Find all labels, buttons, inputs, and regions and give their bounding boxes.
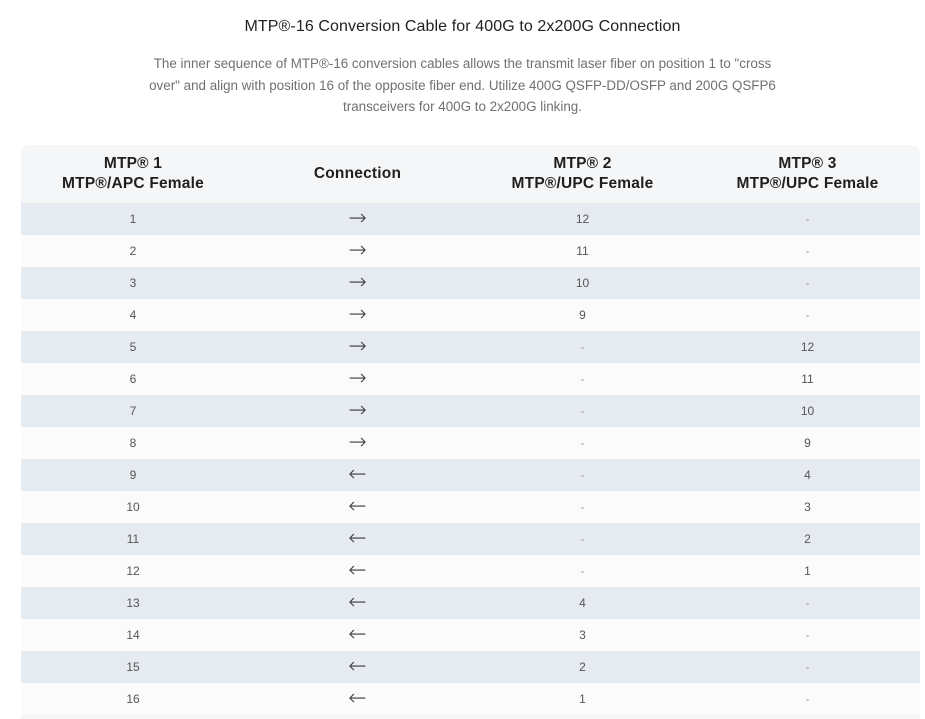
- cell-mtp3: 9: [804, 436, 811, 450]
- header-connection: Connection: [245, 164, 470, 184]
- header-mtp1: MTP® 1 MTP®/APC Female: [21, 154, 245, 194]
- cell-mtp2: 4: [579, 596, 586, 610]
- connection-arrow-icon: →: [348, 430, 367, 455]
- cell-mtp1: 12: [126, 564, 140, 578]
- connection-arrow-icon: →: [348, 302, 367, 327]
- cell-mtp1: 11: [126, 532, 140, 546]
- cell-mtp2: 1: [579, 692, 586, 706]
- cell-mtp1: 15: [126, 660, 140, 674]
- header-mtp2-subtitle: MTP®/UPC Female: [511, 175, 654, 192]
- cell-mtp1: 7: [129, 404, 137, 418]
- table-row: 6 → - 11: [21, 363, 920, 395]
- cell-mtp2: -: [580, 500, 585, 514]
- connection-arrow-icon: →: [348, 270, 367, 295]
- header-mtp3-title: MTP® 3: [778, 155, 837, 172]
- cell-mtp2: -: [580, 468, 585, 482]
- cell-mtp2: -: [580, 532, 585, 546]
- connection-arrow-icon: ←: [348, 526, 367, 551]
- cell-mtp3: 12: [800, 340, 815, 354]
- header-connection-title: Connection: [313, 165, 402, 182]
- connection-arrow-icon: →: [348, 334, 367, 359]
- header-mtp3-subtitle: MTP®/UPC Female: [736, 175, 879, 192]
- connection-arrow-icon: ←: [348, 462, 367, 487]
- table-row: 12 ← - 1: [21, 555, 920, 587]
- connection-arrow-icon: ←: [348, 558, 367, 583]
- cell-mtp1: 2: [129, 244, 137, 258]
- cell-mtp1: 16: [126, 692, 140, 706]
- table-row: 8 → - 9: [21, 427, 920, 459]
- table-row: 14 ← 3 -: [21, 619, 920, 651]
- header-mtp1-title: MTP® 1: [103, 155, 163, 172]
- cell-mtp1: 3: [129, 276, 137, 290]
- cell-mtp1: 13: [126, 596, 140, 610]
- cell-mtp3: -: [805, 692, 810, 706]
- table-row: 3 → 10 -: [21, 267, 920, 299]
- connection-arrow-icon: ←: [348, 590, 367, 615]
- connection-arrow-icon: ←: [348, 494, 367, 519]
- cell-mtp1: 4: [129, 308, 137, 322]
- table-body: 1 → 12-2 → 11-3 → 10-4 → 9-5 → -12 6 → -11 7 → -10 8 → -9 9 ←…: [21, 203, 920, 715]
- cell-mtp3: 1: [804, 564, 811, 578]
- cell-mtp2: 11: [576, 244, 589, 258]
- header-mtp3: MTP® 3 MTP®/UPC Female: [695, 154, 920, 194]
- connection-arrow-icon: →: [348, 206, 367, 231]
- table-row: 9 ← - 4: [21, 459, 920, 491]
- cell-mtp2: 2: [579, 660, 586, 674]
- cell-mtp3: 2: [804, 532, 811, 546]
- cell-mtp1: 10: [126, 500, 140, 514]
- cell-mtp3: -: [805, 308, 810, 322]
- connection-arrow-icon: →: [348, 238, 367, 263]
- cell-mtp2: -: [580, 340, 585, 354]
- table-row: 2 → 11 -: [21, 235, 920, 267]
- cell-mtp2: 9: [579, 308, 586, 322]
- cell-mtp3: 10: [800, 404, 815, 418]
- connection-arrow-icon: ←: [348, 686, 367, 711]
- cell-mtp2: -: [580, 436, 585, 450]
- cell-mtp1: 6: [129, 372, 137, 386]
- cell-mtp3: 4: [804, 468, 811, 482]
- table-row: 16 ← 1 -: [21, 683, 920, 715]
- connection-arrow-icon: →: [348, 398, 367, 423]
- cell-mtp2: -: [580, 564, 585, 578]
- table-header: MTP® 1 MTP®/APC Female Connection MTP® 2…: [21, 145, 920, 203]
- cell-mtp2: 3: [579, 628, 586, 642]
- cell-mtp3: 3: [804, 500, 811, 514]
- table-row: 1 → 12 -: [21, 203, 920, 235]
- connection-arrow-icon: →: [348, 366, 367, 391]
- cell-mtp2: 10: [575, 276, 590, 290]
- fiber-mapping-table: MTP® 1 MTP®/APC Female Connection MTP® 2…: [21, 145, 920, 719]
- table-row: 10 ← - 3: [21, 491, 920, 523]
- cell-mtp3: -: [805, 660, 810, 674]
- table-row: 13 ← 4 -: [21, 587, 920, 619]
- header-mtp2: MTP® 2 MTP®/UPC Female: [470, 154, 695, 194]
- table-row: 4 → 9 -: [21, 299, 920, 331]
- cell-mtp3: -: [805, 244, 810, 258]
- table-row: 15 ← 2 -: [21, 651, 920, 683]
- cell-mtp1: 5: [129, 340, 137, 354]
- cell-mtp3: -: [805, 276, 810, 290]
- cell-mtp3: 11: [801, 372, 814, 386]
- cell-mtp1: 14: [126, 628, 140, 642]
- cell-mtp2: -: [580, 372, 585, 386]
- connection-arrow-icon: ←: [348, 654, 367, 679]
- cell-mtp3: -: [805, 628, 810, 642]
- table-row: 11 ← - 2: [21, 523, 920, 555]
- table-row: 7 → - 10: [21, 395, 920, 427]
- header-mtp1-subtitle: MTP®/APC Female: [62, 175, 204, 192]
- connection-arrow-icon: ←: [348, 622, 367, 647]
- page-description: The inner sequence of MTP®-16 conversion…: [149, 56, 776, 114]
- cell-mtp1: 1: [129, 212, 137, 226]
- cell-mtp2: 12: [575, 212, 590, 226]
- header-mtp2-title: MTP® 2: [553, 155, 612, 172]
- cell-mtp3: -: [805, 596, 810, 610]
- cell-mtp1: 8: [129, 436, 137, 450]
- table-row: 5 → - 12: [21, 331, 920, 363]
- cell-mtp1: 9: [129, 468, 137, 482]
- cell-mtp2: -: [580, 404, 585, 418]
- cell-mtp3: -: [805, 212, 810, 226]
- page-title: MTP®-16 Conversion Cable for 400G to 2x2…: [244, 18, 681, 35]
